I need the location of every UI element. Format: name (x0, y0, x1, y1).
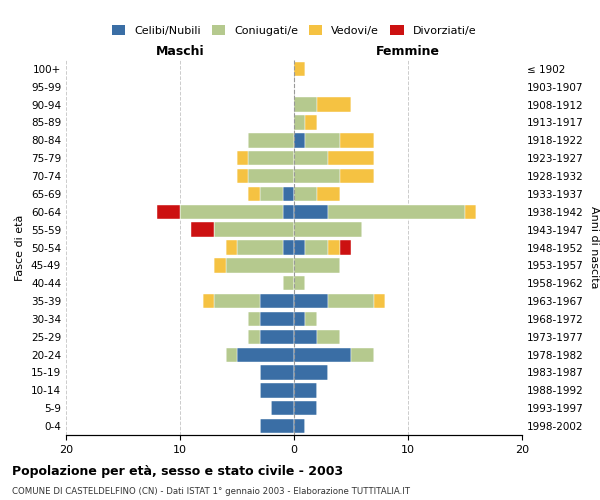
Bar (248, 312, 260, 326)
Bar (237, 151, 248, 166)
Bar (260, 187, 283, 201)
Bar (157, 204, 180, 219)
Bar (283, 240, 294, 254)
Bar (283, 204, 294, 219)
Bar (294, 151, 328, 166)
Bar (294, 366, 328, 380)
Bar (180, 204, 283, 219)
Bar (317, 98, 351, 112)
Bar (294, 62, 305, 76)
Bar (294, 258, 340, 272)
Bar (294, 204, 328, 219)
Y-axis label: Fasce di età: Fasce di età (16, 214, 25, 280)
Text: Popolazione per età, sesso e stato civile - 2003: Popolazione per età, sesso e stato civil… (12, 464, 343, 477)
Bar (294, 187, 317, 201)
Bar (328, 294, 374, 308)
Bar (214, 222, 294, 237)
Bar (340, 169, 374, 183)
Bar (226, 348, 237, 362)
Bar (248, 133, 294, 148)
Bar (237, 348, 294, 362)
Bar (283, 187, 294, 201)
Bar (374, 294, 385, 308)
Bar (248, 330, 260, 344)
Bar (305, 116, 317, 130)
Bar (294, 401, 317, 415)
Bar (328, 151, 374, 166)
Bar (226, 240, 237, 254)
Bar (294, 116, 305, 130)
Bar (294, 276, 305, 290)
Bar (294, 348, 351, 362)
Bar (294, 240, 305, 254)
Text: Maschi: Maschi (155, 45, 205, 58)
Bar (294, 383, 317, 398)
Legend: Celibi/Nubili, Coniugati/e, Vedovi/e, Divorziati/e: Celibi/Nubili, Coniugati/e, Vedovi/e, Di… (107, 20, 481, 40)
Bar (203, 294, 214, 308)
Bar (226, 258, 294, 272)
Bar (294, 222, 362, 237)
Bar (260, 383, 294, 398)
Bar (294, 98, 317, 112)
Bar (317, 187, 340, 201)
Bar (294, 133, 305, 148)
Bar (283, 276, 294, 290)
Bar (248, 187, 260, 201)
Bar (260, 312, 294, 326)
Bar (294, 330, 317, 344)
Bar (260, 419, 294, 433)
Bar (260, 366, 294, 380)
Bar (305, 133, 340, 148)
Bar (305, 312, 317, 326)
Bar (191, 222, 214, 237)
Bar (340, 240, 351, 254)
Bar (317, 330, 340, 344)
Bar (340, 133, 374, 148)
Bar (248, 169, 294, 183)
Bar (328, 204, 465, 219)
Bar (294, 419, 305, 433)
Bar (260, 330, 294, 344)
Bar (237, 240, 283, 254)
Bar (260, 294, 294, 308)
Bar (271, 401, 294, 415)
Text: Femmine: Femmine (376, 45, 440, 58)
Text: COMUNE DI CASTELDELFINO (CN) - Dati ISTAT 1° gennaio 2003 - Elaborazione TUTTITA: COMUNE DI CASTELDELFINO (CN) - Dati ISTA… (12, 487, 410, 496)
Bar (294, 169, 340, 183)
Bar (328, 240, 340, 254)
Bar (351, 348, 374, 362)
Bar (214, 258, 226, 272)
Y-axis label: Anni di nascita: Anni di nascita (589, 206, 599, 289)
Bar (214, 294, 260, 308)
Bar (305, 240, 328, 254)
Bar (248, 151, 294, 166)
Bar (465, 204, 476, 219)
Bar (294, 294, 328, 308)
Bar (294, 312, 305, 326)
Bar (237, 169, 248, 183)
